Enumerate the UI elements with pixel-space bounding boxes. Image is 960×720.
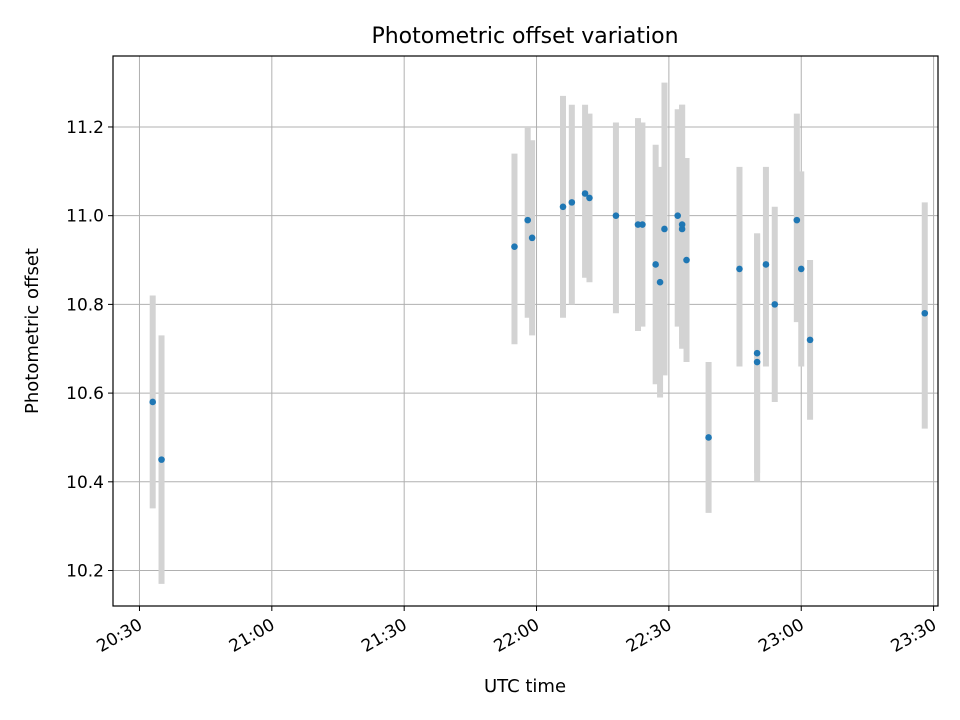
data-point bbox=[705, 434, 712, 441]
data-point bbox=[559, 203, 567, 211]
data-point bbox=[661, 225, 668, 233]
y-axis-label: Photometric offset bbox=[22, 248, 43, 414]
marker-layer bbox=[149, 190, 929, 463]
chart-title: Photometric offset variation bbox=[371, 24, 678, 49]
data-point bbox=[149, 398, 157, 406]
data-point bbox=[586, 194, 593, 202]
data-point bbox=[639, 221, 646, 228]
data-point bbox=[678, 221, 686, 228]
y-tick-label: 10.2 bbox=[66, 562, 104, 582]
y-tick-label: 10.4 bbox=[66, 473, 104, 493]
data-point bbox=[753, 349, 761, 357]
y-tick-label: 10.6 bbox=[66, 384, 104, 404]
data-point bbox=[524, 216, 532, 224]
data-point bbox=[753, 358, 761, 366]
data-point bbox=[683, 256, 690, 264]
x-axis-label: UTC time bbox=[484, 676, 566, 697]
y-tick-label: 10.8 bbox=[66, 295, 104, 315]
data-point bbox=[158, 456, 165, 463]
data-point bbox=[581, 190, 589, 197]
data-point bbox=[612, 212, 620, 219]
axes-frame bbox=[112, 55, 939, 607]
data-point bbox=[528, 234, 536, 242]
y-tick-label: 11.0 bbox=[66, 207, 104, 227]
data-point bbox=[674, 212, 682, 219]
data-point bbox=[771, 301, 779, 308]
data-point bbox=[568, 199, 576, 206]
data-point bbox=[736, 265, 743, 273]
data-point bbox=[793, 216, 801, 224]
y-tick-label: 11.2 bbox=[66, 118, 104, 138]
data-point bbox=[652, 261, 659, 268]
data-point bbox=[511, 243, 518, 251]
data-point bbox=[762, 261, 770, 268]
data-point bbox=[797, 265, 805, 273]
data-point bbox=[656, 278, 664, 286]
data-point bbox=[921, 309, 929, 317]
data-point bbox=[806, 336, 814, 344]
